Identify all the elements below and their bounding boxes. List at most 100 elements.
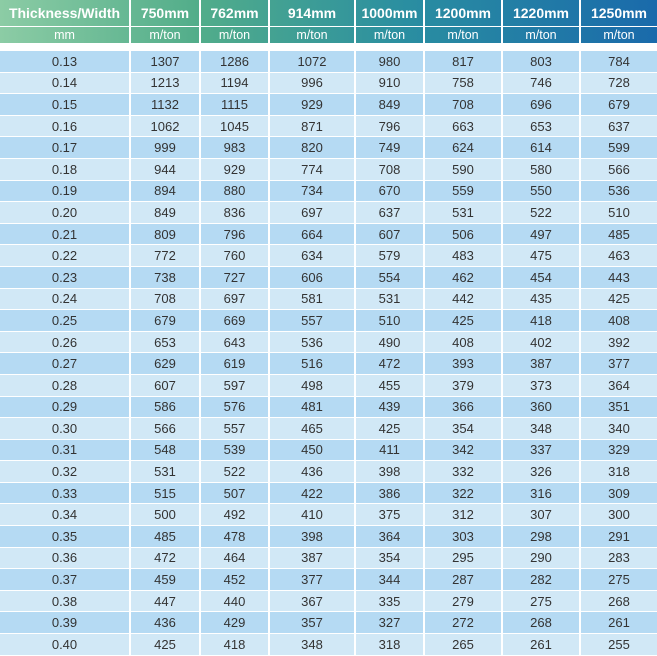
value-762: 727 [201, 266, 270, 289]
value-762: 669 [201, 310, 270, 332]
value-1000: 439 [356, 396, 425, 419]
value-1200: 279 [425, 590, 503, 613]
table-row: 0.30 566 557 465 425 354 348 340 [0, 418, 657, 440]
value-1250: 283 [581, 547, 657, 570]
value-914: 377 [270, 569, 356, 591]
value-1250: 599 [581, 137, 657, 159]
value-1000: 554 [356, 266, 425, 289]
value-1250: 261 [581, 612, 657, 635]
value-1000: 386 [356, 482, 425, 505]
thickness-cell: 0.24 [0, 288, 131, 311]
value-1000: 364 [356, 526, 425, 548]
value-762: 576 [201, 396, 270, 419]
value-1000: 411 [356, 439, 425, 462]
value-1200: 483 [425, 245, 503, 267]
value-1250: 408 [581, 310, 657, 332]
value-762: 539 [201, 439, 270, 462]
value-914: 536 [270, 331, 356, 354]
value-914: 436 [270, 461, 356, 483]
value-762: 619 [201, 353, 270, 375]
value-1220: 387 [503, 353, 581, 375]
value-1000: 344 [356, 569, 425, 591]
value-1200: 462 [425, 266, 503, 289]
value-750: 629 [131, 353, 201, 375]
value-750: 738 [131, 266, 201, 289]
table-row: 0.17 999 983 820 749 624 614 599 [0, 137, 657, 159]
value-914: 929 [270, 94, 356, 116]
value-762: 440 [201, 590, 270, 613]
value-762: 597 [201, 374, 270, 397]
value-1000: 980 [356, 51, 425, 73]
unit-cell: m/ton [503, 27, 581, 43]
value-914: 422 [270, 482, 356, 505]
value-750: 679 [131, 310, 201, 332]
value-1220: 261 [503, 634, 581, 656]
value-750: 607 [131, 374, 201, 397]
value-914: 634 [270, 245, 356, 267]
thickness-cell: 0.18 [0, 158, 131, 181]
thickness-cell: 0.25 [0, 310, 131, 332]
value-1200: 408 [425, 331, 503, 354]
value-1220: 580 [503, 158, 581, 181]
value-1220: 298 [503, 526, 581, 548]
value-750: 708 [131, 288, 201, 311]
value-750: 515 [131, 482, 201, 505]
value-1250: 300 [581, 504, 657, 527]
value-914: 996 [270, 72, 356, 95]
value-1220: 307 [503, 504, 581, 527]
value-1200: 332 [425, 461, 503, 483]
thickness-cell: 0.15 [0, 94, 131, 116]
value-1250: 340 [581, 418, 657, 440]
value-1220: 696 [503, 94, 581, 116]
value-914: 871 [270, 115, 356, 138]
thickness-cell: 0.22 [0, 245, 131, 267]
thickness-cell: 0.13 [0, 51, 131, 73]
header-width-750: 750mm [131, 0, 201, 27]
value-1000: 375 [356, 504, 425, 527]
value-1200: 295 [425, 547, 503, 570]
unit-cell: m/ton [270, 27, 356, 43]
value-1200: 506 [425, 223, 503, 246]
value-750: 459 [131, 569, 201, 591]
value-1220: 326 [503, 461, 581, 483]
value-1250: 309 [581, 482, 657, 505]
table-row: 0.21 809 796 664 607 506 497 485 [0, 223, 657, 246]
value-762: 643 [201, 331, 270, 354]
header-width-1200: 1200mm [425, 0, 503, 27]
value-1000: 670 [356, 180, 425, 203]
value-914: 348 [270, 634, 356, 656]
value-914: 450 [270, 439, 356, 462]
value-750: 1213 [131, 72, 201, 95]
unit-cell: m/ton [581, 27, 657, 43]
value-1220: 348 [503, 418, 581, 440]
header-row: Thickness/Width 750mm 762mm 914mm 1000mm… [0, 0, 657, 27]
thickness-cell: 0.14 [0, 72, 131, 95]
value-914: 387 [270, 547, 356, 570]
unit-cell: m/ton [131, 27, 201, 43]
value-1000: 579 [356, 245, 425, 267]
thickness-cell: 0.17 [0, 137, 131, 159]
value-1000: 472 [356, 353, 425, 375]
thickness-cell: 0.38 [0, 590, 131, 613]
table-row: 0.14 1213 1194 996 910 758 746 728 [0, 72, 657, 95]
value-1000: 796 [356, 115, 425, 138]
value-1200: 559 [425, 180, 503, 203]
value-1220: 418 [503, 310, 581, 332]
value-1220: 268 [503, 612, 581, 635]
value-750: 586 [131, 396, 201, 419]
value-762: 760 [201, 245, 270, 267]
value-1250: 728 [581, 72, 657, 95]
thickness-cell: 0.36 [0, 547, 131, 570]
value-1220: 653 [503, 115, 581, 138]
table-row: 0.38 447 440 367 335 279 275 268 [0, 590, 657, 613]
value-1220: 746 [503, 72, 581, 95]
thickness-cell: 0.27 [0, 353, 131, 375]
value-1000: 490 [356, 331, 425, 354]
table-row: 0.25 679 669 557 510 425 418 408 [0, 310, 657, 332]
value-750: 944 [131, 158, 201, 181]
value-1000: 531 [356, 288, 425, 311]
value-762: 796 [201, 223, 270, 246]
value-750: 894 [131, 180, 201, 203]
table-row: 0.13 1307 1286 1072 980 817 803 784 [0, 51, 657, 73]
value-914: 697 [270, 202, 356, 224]
